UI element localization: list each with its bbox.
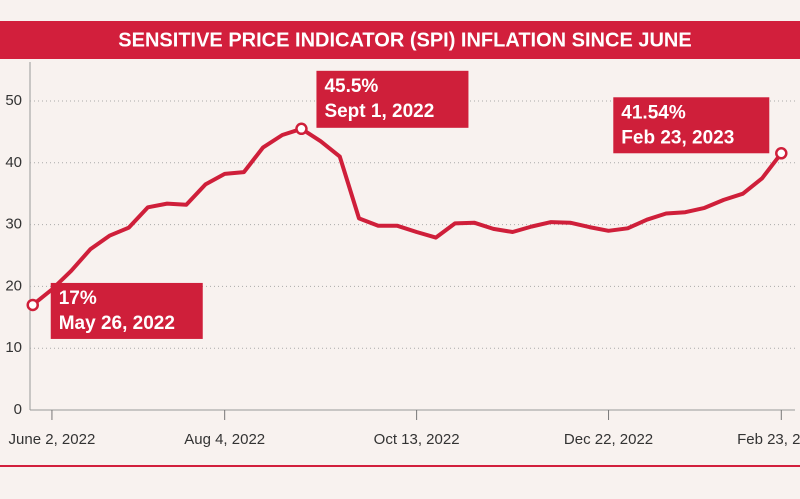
x-tick-label: June 2, 2022 <box>9 431 96 448</box>
y-tick-label: 0 <box>14 401 22 418</box>
annotation-value: 45.5% <box>324 76 378 97</box>
x-tick-label: Oct 13, 2022 <box>374 431 460 448</box>
x-tick-label: Dec 22, 2022 <box>564 431 653 448</box>
title-banner <box>0 21 800 59</box>
annotation-marker <box>295 122 308 136</box>
annotation-box <box>613 97 770 154</box>
series-line <box>30 126 784 307</box>
x-tick-label: Aug 4, 2022 <box>184 431 265 448</box>
y-tick-label: 30 <box>5 216 22 233</box>
y-tick-label: 40 <box>5 154 22 171</box>
annotation-box <box>50 282 203 339</box>
y-tick-label: 20 <box>5 277 22 294</box>
y-tick-label: 10 <box>5 339 22 356</box>
annotation-marker <box>775 147 788 160</box>
annotation-box <box>316 70 469 128</box>
annotation-date: May 26, 2022 <box>59 313 175 334</box>
chart-title: SENSITIVE PRICE INDICATOR (SPI) INFLATIO… <box>118 29 691 51</box>
x-tick-label: Feb 23, 2023 <box>737 431 800 448</box>
annotation-value: 41.54% <box>621 102 686 123</box>
annotation-value: 17% <box>59 288 97 309</box>
annotation-date: Sept 1, 2022 <box>324 101 434 122</box>
y-tick-label: 50 <box>5 92 22 109</box>
annotation-date: Feb 23, 2023 <box>621 127 734 148</box>
annotation-marker <box>26 298 39 312</box>
